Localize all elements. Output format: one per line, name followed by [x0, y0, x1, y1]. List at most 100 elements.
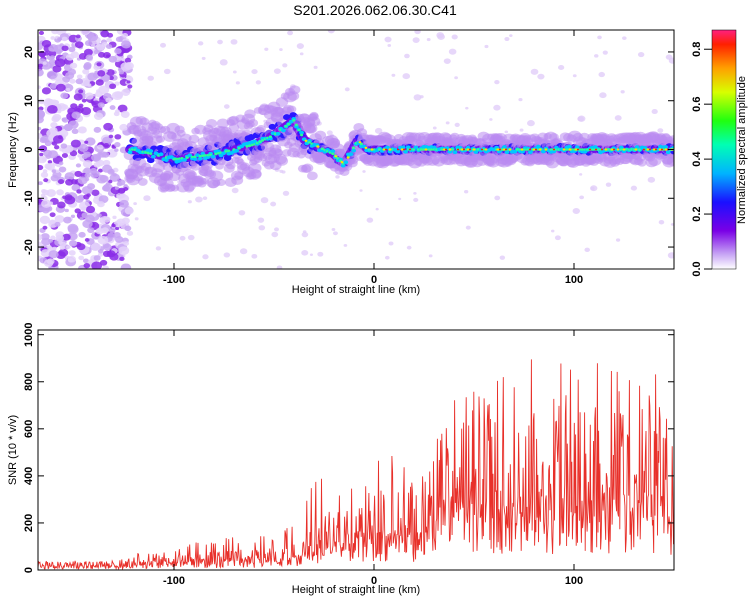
noise-cell: [637, 51, 645, 58]
noise-cell: [85, 205, 96, 214]
ridge-halo: [289, 85, 301, 95]
noise-cell: [530, 68, 539, 75]
noise-cell: [67, 225, 79, 234]
ridge-peak: [616, 148, 620, 151]
ridge-core-high: [300, 133, 304, 137]
ridge-core: [520, 149, 525, 154]
noise-cell: [114, 148, 119, 152]
noise-cell: [84, 92, 94, 100]
noise-cell: [114, 236, 124, 243]
noise-cell: [406, 245, 412, 250]
noise-cell: [82, 258, 89, 264]
ridge-core-high: [526, 148, 530, 151]
colorbar-tick-label: 0.8: [691, 42, 703, 57]
noise-cell: [52, 113, 62, 121]
ridge-halo: [347, 158, 358, 168]
ridge-peak-max: [480, 148, 484, 151]
ridge-halo: [275, 156, 289, 166]
noise-cell: [332, 231, 338, 236]
ridge-peak-max: [402, 148, 406, 151]
ridge-halo: [216, 178, 226, 187]
ridge-core: [127, 150, 133, 155]
noise-cell: [251, 253, 258, 259]
ridge-peak: [538, 148, 542, 151]
noise-cell: [82, 160, 93, 168]
ridge-core-high: [258, 140, 262, 143]
spectrogram-heatmap: [38, 30, 674, 269]
ridge-core-high: [149, 152, 153, 155]
noise-cell: [108, 55, 118, 63]
noise-cell: [69, 78, 76, 84]
noise-cell: [82, 219, 93, 229]
noise-cell: [70, 51, 80, 59]
ridge-peak-max: [576, 148, 580, 151]
noise-cell: [111, 223, 116, 228]
noise-cell: [82, 68, 90, 75]
noise-cell: [109, 105, 116, 110]
noise-cell: [147, 75, 154, 81]
noise-cell: [187, 234, 195, 241]
ridge-core-high: [214, 152, 218, 156]
ridge-core-high: [580, 148, 585, 151]
noise-cell: [102, 159, 111, 166]
noise-cell: [105, 182, 110, 186]
noise-cell: [115, 36, 123, 42]
noise-cell: [282, 190, 290, 196]
ridge-core: [551, 149, 557, 154]
noise-cell: [331, 227, 336, 232]
noise-cell: [53, 145, 60, 150]
noise-cell: [84, 140, 89, 144]
ridge-peak-max: [660, 148, 664, 151]
ridge-core-high: [565, 148, 569, 151]
ridge-peak: [484, 148, 488, 151]
noise-cell: [527, 120, 535, 127]
noise-cell: [61, 36, 68, 42]
noise-cell: [579, 173, 583, 176]
noise-cell: [84, 173, 91, 178]
noise-cell: [465, 225, 471, 230]
noise-cell: [443, 58, 451, 64]
noise-cell: [120, 110, 130, 118]
noise-cell: [667, 252, 674, 259]
noise-cell: [119, 123, 129, 131]
noise-cell: [54, 58, 66, 67]
snr-series-line: [38, 359, 674, 570]
noise-cell: [102, 183, 114, 192]
noise-cell: [454, 122, 460, 127]
noise-cell: [537, 73, 545, 80]
noise-cell: [78, 255, 85, 261]
ridge-core-high: [294, 123, 298, 127]
ridge-halo: [666, 156, 674, 166]
noise-cell: [112, 173, 117, 177]
noise-cell: [599, 92, 607, 99]
noise-cell: [78, 144, 89, 152]
noise-cell: [65, 87, 71, 92]
noise-cell: [38, 98, 45, 105]
noise-cell: [579, 195, 585, 200]
noise-cell: [66, 245, 71, 249]
noise-cell: [239, 248, 248, 255]
noise-cell: [84, 40, 93, 47]
ridge-core-high: [320, 147, 324, 150]
ridge-peak-max: [552, 148, 556, 151]
noise-cell: [41, 157, 47, 162]
noise-cell: [335, 175, 340, 179]
ridge-peak-max: [462, 148, 466, 151]
noise-cell: [464, 189, 469, 194]
noise-cell: [93, 161, 101, 168]
noise-cell: [282, 63, 288, 68]
noise-cell: [109, 83, 117, 90]
colorbar-tick-label: 0.4: [691, 151, 703, 167]
noise-cell: [113, 220, 123, 228]
noise-cell: [95, 79, 104, 86]
noise-cell: [55, 169, 60, 173]
ridge-core: [574, 145, 580, 150]
ridge-core-high: [175, 157, 179, 161]
noise-cell: [657, 128, 664, 133]
ridge-peak-max: [534, 148, 538, 151]
noise-cell: [44, 98, 53, 105]
ridge-core: [452, 150, 458, 155]
ridge-core: [182, 157, 188, 162]
noise-cell: [112, 215, 117, 220]
snr-x-tick-label: 0: [371, 575, 377, 587]
